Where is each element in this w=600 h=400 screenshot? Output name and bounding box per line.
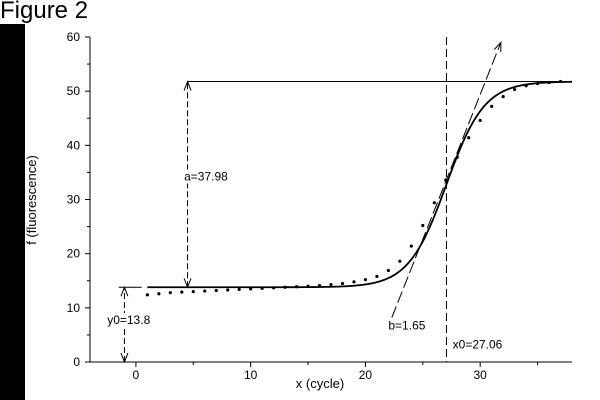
tangent-arrow-head [493,41,502,53]
data-point-9 [249,287,253,291]
annotation-0: a=37.98 [184,170,228,184]
data-point-10 [260,286,264,290]
y-tick-label-1: 10 [67,301,81,315]
data-point-28 [467,136,471,140]
data-point-3 [180,290,184,294]
data-point-25 [432,201,436,205]
fit-layer [147,80,573,289]
data-point-11 [272,286,276,290]
annotation-bg-0 [183,169,230,184]
data-point-34 [535,81,540,86]
data-point-19 [363,278,368,282]
data-point-33 [524,84,528,88]
data-point-27 [455,155,459,159]
x-tick-label-2: 20 [359,368,373,382]
data-point-14 [306,284,310,288]
x-tick-label-3: 30 [474,368,488,382]
data-point-0 [145,293,149,297]
annotation-3: x0=27.06 [453,337,503,351]
data-point-16 [329,282,333,287]
data-point-29 [478,118,482,123]
data-point-31 [501,94,505,99]
data-point-12 [283,285,287,289]
data-point-20 [375,274,379,279]
y-tick-label-6: 60 [67,30,81,44]
y-tick-label-3: 30 [67,193,81,207]
data-point-26 [444,178,448,182]
data-point-4 [191,289,195,294]
data-point-18 [352,280,356,284]
y-tick-label-0: 0 [73,355,80,369]
data-point-17 [340,281,345,286]
data-point-1 [157,292,161,296]
data-point-24 [421,223,425,228]
data-point-35 [547,80,551,85]
data-point-23 [409,244,413,248]
data-point-36 [558,79,563,84]
data-point-30 [490,104,494,108]
x-axis-label: x (cycle) [296,376,344,391]
plot-area [90,37,572,362]
data-point-13 [294,285,299,289]
annotation-2: b=1.65 [388,319,425,333]
sigmoid-fit-curve [147,80,573,289]
x-tick-label-1: 10 [244,368,258,382]
data-point-6 [214,288,218,293]
annotation-1: y0=13.8 [107,313,150,327]
figure-title: Figure 2 [0,0,113,24]
annotation-bg-1 [106,313,152,328]
data-point-7 [226,288,230,292]
data-point-21 [386,268,390,273]
data-point-32 [513,87,517,92]
points-layer [145,79,563,297]
data-point-8 [237,287,241,292]
axes-layer: 0 10 20 30 40 50 60 0 10 20 30 [67,30,572,382]
annotations-layer: a=37.98 y0=13.8 b=1.65 x0=27.06 [106,169,504,352]
a-arrow-head-top [183,80,192,91]
annotation-bg-2 [387,318,427,333]
y-tick-label-2: 20 [67,247,81,261]
data-point-5 [203,289,207,293]
y0-arrow-head-top [120,285,129,297]
data-point-15 [317,284,322,288]
y-tick-label-4: 40 [67,138,81,152]
y-tick-label-5: 50 [67,84,81,98]
data-point-2 [168,291,172,295]
annotation-bg-3 [451,337,504,352]
data-point-22 [398,259,402,263]
y-axis-label: f (fluorescence) [24,155,39,245]
x-tick-label-0: 0 [133,368,140,382]
